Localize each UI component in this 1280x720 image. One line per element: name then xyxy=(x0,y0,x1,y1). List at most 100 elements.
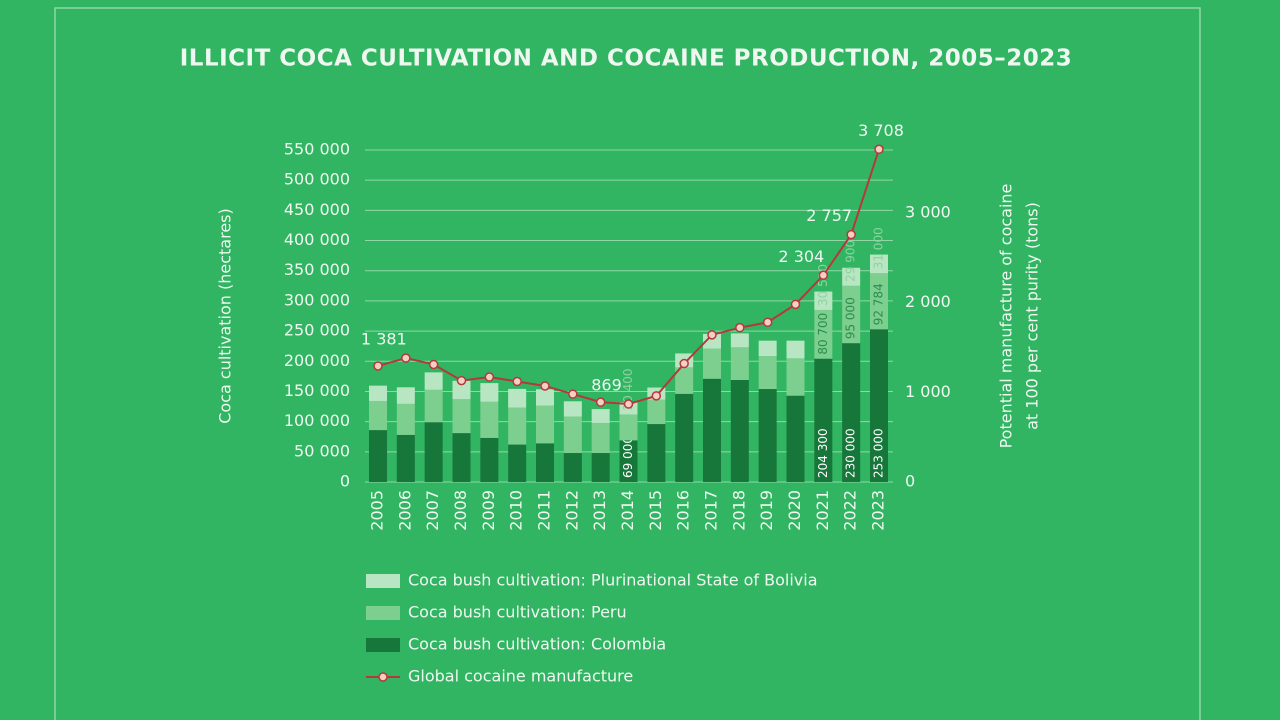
line-point xyxy=(540,381,550,391)
bar xyxy=(480,383,499,402)
line-point xyxy=(679,358,689,369)
y-axis-label: Coca cultivation (hectares) xyxy=(216,208,235,424)
y-tick-label: 450 000 xyxy=(284,200,350,219)
bar xyxy=(369,385,387,401)
x-tick-label: 2011 xyxy=(535,490,554,531)
bar xyxy=(814,309,833,359)
bar xyxy=(424,372,443,390)
line-point xyxy=(818,270,829,281)
x-tick-label: 2018 xyxy=(729,490,748,531)
x-tick-label: 2023 xyxy=(869,490,888,531)
bar xyxy=(508,407,527,445)
x-tick-label: 2016 xyxy=(674,490,693,531)
legend-label: Coca bush cultivation: Colombia xyxy=(408,635,666,654)
x-tick-label: 2017 xyxy=(702,490,721,531)
bar xyxy=(842,285,861,344)
y2-tick-label: 3 000 xyxy=(905,202,951,221)
bar xyxy=(786,395,805,482)
bar xyxy=(758,340,777,357)
legend-swatch xyxy=(366,606,400,620)
bar xyxy=(703,348,721,379)
value-label: 69 000 xyxy=(621,436,635,478)
bar xyxy=(758,389,777,482)
x-tick-label: 2008 xyxy=(451,490,470,531)
bar xyxy=(591,422,610,454)
value-label: 253 000 xyxy=(872,428,886,478)
x-tick-label: 2010 xyxy=(507,490,526,531)
bar xyxy=(703,378,721,482)
x-tick-label: 2020 xyxy=(785,490,804,531)
x-tick-label: 2009 xyxy=(479,490,498,531)
bar xyxy=(647,399,666,425)
bar xyxy=(703,333,721,349)
y2-tick-label: 2 000 xyxy=(905,292,951,311)
value-label: 95 000 xyxy=(844,297,858,339)
value-label: 92 784 xyxy=(872,283,886,325)
legend-label: Global cocaine manufacture xyxy=(408,667,633,686)
bar xyxy=(870,254,888,274)
legend-marker xyxy=(378,672,388,682)
bar xyxy=(675,367,694,394)
bar xyxy=(480,437,499,482)
bar xyxy=(591,453,610,482)
bar xyxy=(730,347,749,380)
x-tick-label: 2019 xyxy=(757,490,776,531)
bar xyxy=(563,416,582,454)
y2-tick-label: 0 xyxy=(905,472,915,491)
bar xyxy=(647,424,666,482)
legend-swatch xyxy=(366,574,400,588)
bar xyxy=(870,329,888,482)
bar xyxy=(786,340,805,359)
legend-swatch xyxy=(366,638,400,652)
y-tick-label: 350 000 xyxy=(284,260,350,279)
bar xyxy=(396,403,415,435)
line-point xyxy=(874,144,884,155)
line-point xyxy=(428,359,439,370)
y-tick-label: 250 000 xyxy=(284,321,350,340)
x-tick-label: 2013 xyxy=(590,490,609,531)
line-point xyxy=(512,376,522,387)
bar xyxy=(508,444,527,482)
bar xyxy=(536,405,554,444)
line-point xyxy=(790,299,801,310)
y-tick-label: 100 000 xyxy=(284,411,350,430)
bar xyxy=(814,358,833,482)
bar xyxy=(369,430,387,482)
line-point xyxy=(623,399,634,409)
value-label: 2 304 xyxy=(778,247,824,266)
line-point xyxy=(595,397,606,407)
line-point xyxy=(651,391,662,401)
y-tick-label: 400 000 xyxy=(284,230,350,249)
line-point xyxy=(401,353,411,363)
y-tick-label: 0 xyxy=(340,472,350,491)
value-label: 80 700 xyxy=(816,313,830,355)
chart-title: ILLICIT COCA CULTIVATION AND COCAINE PRO… xyxy=(180,46,1073,72)
bar xyxy=(730,333,749,348)
bar xyxy=(452,399,471,434)
line-point xyxy=(568,389,578,399)
bar xyxy=(396,387,415,404)
frame xyxy=(54,7,1201,720)
bar xyxy=(786,358,805,396)
x-tick-label: 2006 xyxy=(395,490,414,531)
bar xyxy=(508,388,527,408)
bar xyxy=(870,273,888,330)
line-point xyxy=(484,372,495,382)
bar xyxy=(758,356,777,390)
bar xyxy=(452,380,471,400)
bar xyxy=(424,422,443,482)
bar xyxy=(536,443,554,482)
value-label: 29 900 xyxy=(844,240,858,282)
line-point xyxy=(846,229,856,240)
value-label: 20 400 xyxy=(621,368,635,410)
bar xyxy=(536,389,554,406)
y-tick-label: 200 000 xyxy=(284,351,350,370)
bar xyxy=(396,434,415,482)
bar xyxy=(842,267,861,286)
bar xyxy=(424,389,443,423)
line-point xyxy=(735,322,745,333)
value-label: 204 300 xyxy=(816,428,830,478)
bar xyxy=(675,393,694,482)
value-label: 869 xyxy=(591,376,622,395)
y-tick-label: 150 000 xyxy=(284,381,350,400)
